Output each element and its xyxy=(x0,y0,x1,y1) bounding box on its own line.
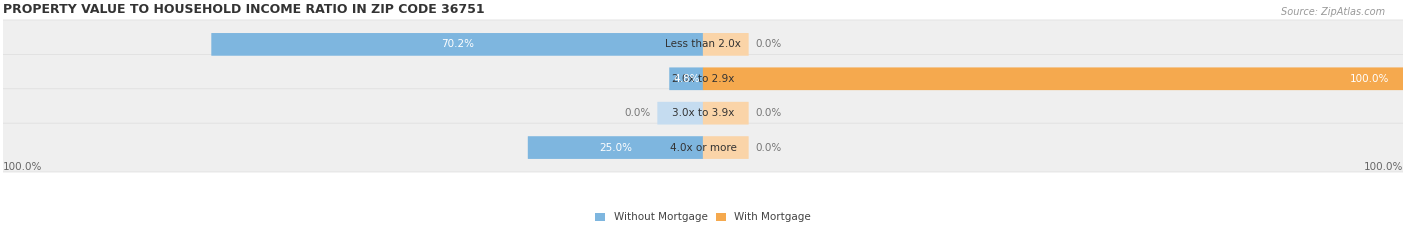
Text: PROPERTY VALUE TO HOUSEHOLD INCOME RATIO IN ZIP CODE 36751: PROPERTY VALUE TO HOUSEHOLD INCOME RATIO… xyxy=(3,3,485,16)
Text: 0.0%: 0.0% xyxy=(755,108,782,118)
FancyBboxPatch shape xyxy=(703,67,1403,90)
Text: Less than 2.0x: Less than 2.0x xyxy=(665,39,741,49)
Text: 100.0%: 100.0% xyxy=(3,162,42,172)
Text: 25.0%: 25.0% xyxy=(599,143,631,153)
FancyBboxPatch shape xyxy=(703,136,748,159)
Text: 100.0%: 100.0% xyxy=(1364,162,1403,172)
FancyBboxPatch shape xyxy=(211,33,703,56)
Text: 3.0x to 3.9x: 3.0x to 3.9x xyxy=(672,108,734,118)
Text: 100.0%: 100.0% xyxy=(1350,74,1389,84)
Text: 70.2%: 70.2% xyxy=(440,39,474,49)
Text: 4.0x or more: 4.0x or more xyxy=(669,143,737,153)
FancyBboxPatch shape xyxy=(3,89,1403,138)
FancyBboxPatch shape xyxy=(669,67,703,90)
Text: 0.0%: 0.0% xyxy=(755,39,782,49)
FancyBboxPatch shape xyxy=(703,33,748,56)
Text: Source: ZipAtlas.com: Source: ZipAtlas.com xyxy=(1281,7,1385,17)
FancyBboxPatch shape xyxy=(3,123,1403,172)
FancyBboxPatch shape xyxy=(658,102,703,124)
Legend: Without Mortgage, With Mortgage: Without Mortgage, With Mortgage xyxy=(595,212,811,222)
Text: 2.0x to 2.9x: 2.0x to 2.9x xyxy=(672,74,734,84)
Text: 0.0%: 0.0% xyxy=(755,143,782,153)
Text: 0.0%: 0.0% xyxy=(624,108,651,118)
FancyBboxPatch shape xyxy=(3,20,1403,69)
FancyBboxPatch shape xyxy=(703,102,748,124)
FancyBboxPatch shape xyxy=(527,136,703,159)
FancyBboxPatch shape xyxy=(3,54,1403,103)
Text: 4.8%: 4.8% xyxy=(673,74,699,84)
